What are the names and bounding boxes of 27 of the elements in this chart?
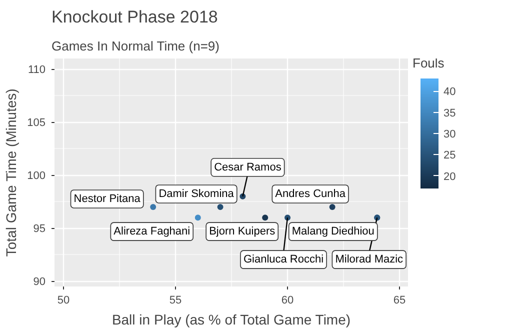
x-tick-label: 50 bbox=[57, 294, 70, 306]
color-bar-label: 40 bbox=[444, 86, 456, 98]
y-tick-label: 95 bbox=[33, 223, 46, 236]
y-tick-label: 110 bbox=[28, 64, 46, 76]
annotation: Bjorn Kuipers bbox=[209, 226, 276, 238]
annotation: Alireza Faghani bbox=[114, 226, 190, 238]
color-bar-label: 20 bbox=[444, 170, 456, 183]
y-axis-title: Total Game Time (Minutes) bbox=[3, 88, 20, 257]
color-bar-label: 25 bbox=[444, 150, 456, 162]
annotation: Nestor Pitana bbox=[74, 192, 142, 205]
y-tick-label: 90 bbox=[33, 276, 46, 288]
color-bar-label: 30 bbox=[444, 128, 456, 140]
y-tick-label: 100 bbox=[27, 170, 46, 182]
annotation: Malang Diedhiou bbox=[292, 226, 374, 238]
y-tick-label: 105 bbox=[27, 117, 46, 130]
x-tick-label: 55 bbox=[169, 294, 182, 306]
x-tick-label: 60 bbox=[281, 294, 294, 306]
chart-subtitle: Games In Normal Time (n=9) bbox=[52, 38, 220, 54]
chart-title: Knockout Phase 2018 bbox=[52, 8, 218, 26]
annotation: Milorad Mazic bbox=[335, 254, 404, 266]
annotation: Damir Skomina bbox=[158, 188, 235, 200]
color-bar-label: 35 bbox=[444, 107, 456, 120]
x-axis-title: Ball in Play (as % of Total Game Time) bbox=[112, 312, 351, 328]
annotation: Gianluca Rocchi bbox=[243, 254, 324, 266]
annotation: Andres Cunha bbox=[275, 188, 346, 200]
x-tick-label: 65 bbox=[393, 294, 406, 306]
annotation: Cesar Ramos bbox=[214, 161, 282, 174]
